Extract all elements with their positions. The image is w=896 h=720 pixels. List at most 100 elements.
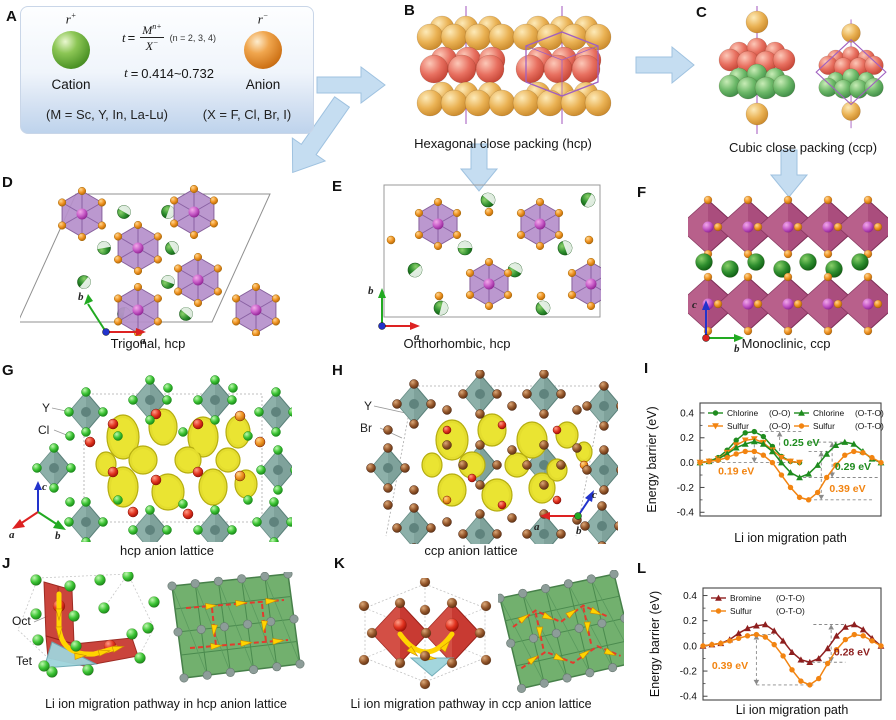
ccp-migration-lattice <box>498 570 624 693</box>
metal-series: (M = Sc, Y, In, La-Lu) <box>46 107 168 122</box>
tolerance-factor-box: r+ Cation t = Mn+ X− (n = 2, 3, 4) t = 0… <box>20 6 314 134</box>
panel-e-label: E <box>332 178 343 195</box>
svg-text:0.0: 0.0 <box>680 458 694 469</box>
panel-e-caption: Orthorhombic, hcp <box>403 336 511 351</box>
panel-k-label: K <box>334 555 345 572</box>
svg-text:Energy barrier (eV): Energy barrier (eV) <box>645 406 659 512</box>
svg-text:-0.4: -0.4 <box>680 692 698 703</box>
svg-text:Sulfur: Sulfur <box>813 421 835 431</box>
svg-text:(O-O): (O-O) <box>769 408 791 418</box>
arrow-b-to-e-icon <box>459 143 499 192</box>
ccp-cluster-1 <box>718 6 796 134</box>
axis-gizmo-f: c b <box>692 299 744 352</box>
tolerance-range: t = 0.414~0.732 <box>124 65 214 81</box>
panel-d-label: D <box>2 174 13 191</box>
anion-sphere <box>244 31 282 69</box>
axis-gizmo-e: b a <box>368 285 420 342</box>
panel-c-label: C <box>696 4 707 21</box>
axis-gizmo-d: a b <box>78 291 146 347</box>
panel-k-caption: Li ion migration pathway in ccp anion la… <box>350 697 592 711</box>
svg-text:0.4: 0.4 <box>683 591 697 602</box>
axis-a-label: a <box>9 529 15 540</box>
axis-a-label: a <box>414 331 420 342</box>
metal-atom-label: Y <box>364 399 372 413</box>
panel-h-caption: ccp anion lattice <box>424 543 518 558</box>
svg-text:(O-T-O): (O-T-O) <box>855 408 884 418</box>
svg-text:Bromine: Bromine <box>730 593 762 603</box>
svg-text:0.2: 0.2 <box>680 433 694 444</box>
axis-c-label: c <box>592 489 597 501</box>
axis-a-label: a <box>140 335 146 347</box>
cation-label: Cation <box>51 77 91 92</box>
orthorhombic-structure <box>383 184 601 318</box>
panel-g-caption: hcp anion lattice <box>120 543 214 558</box>
ccp-migration-polyhedra <box>358 578 492 690</box>
svg-text:0.29 eV: 0.29 eV <box>835 461 871 473</box>
hcp-cluster-2 <box>512 6 612 124</box>
tet-site-label: Tet <box>16 654 33 668</box>
panel-h-label: H <box>332 362 343 379</box>
axis-b-label: b <box>78 291 84 303</box>
svg-text:Chlorine: Chlorine <box>727 408 759 418</box>
axis-b-label: b <box>368 285 374 297</box>
svg-text:Sulfur: Sulfur <box>730 606 752 616</box>
panel-f-caption: Monoclinic, ccp <box>741 336 831 351</box>
formula-note: (n = 2, 3, 4) <box>169 32 216 43</box>
svg-text:Sulfur: Sulfur <box>727 421 749 431</box>
panel-j-caption: Li ion migration pathway in hcp anion la… <box>45 697 287 711</box>
svg-text:0.39 eV: 0.39 eV <box>829 483 865 495</box>
axis-c-label: c <box>42 481 47 493</box>
panel-a-label: A <box>6 8 17 25</box>
arrow-b-to-d-icon <box>291 96 351 174</box>
hcp-migration-polyhedra <box>17 572 160 678</box>
formula-t: t <box>122 29 126 45</box>
svg-text:-0.2: -0.2 <box>680 666 698 677</box>
svg-text:Li ion migration path: Li ion migration path <box>736 703 849 717</box>
svg-text:(O-T-O): (O-T-O) <box>855 421 884 431</box>
anion-label: Anion <box>245 77 281 92</box>
axis-a-label: a <box>534 521 540 533</box>
trigonal-structure <box>20 184 280 336</box>
panel-c-caption: Cubic close packing (ccp) <box>728 140 878 155</box>
svg-text:(O-T-O): (O-T-O) <box>776 606 805 616</box>
axis-b-label: b <box>55 530 61 540</box>
cation-sphere <box>52 31 90 69</box>
panel-b-label: B <box>404 2 415 19</box>
svg-text:0.0: 0.0 <box>683 641 697 652</box>
svg-text:0.4: 0.4 <box>680 408 694 419</box>
svg-text:0.19 eV: 0.19 eV <box>718 465 754 477</box>
panel-l-label: L <box>637 560 647 577</box>
svg-text:Chlorine: Chlorine <box>813 408 845 418</box>
svg-text:-0.2: -0.2 <box>677 483 695 494</box>
energy-barrier-chart-ccp: 0.4 0.2 0.0 -0.2 -0.4 0.39 eV 0.28 eV Bromine (O… <box>648 587 885 717</box>
formula-fraction: Mn+ X− <box>140 22 164 53</box>
formula-eq: = <box>127 30 136 45</box>
metal-atom-label: Y <box>42 401 50 415</box>
hcp-cluster-1 <box>416 6 516 124</box>
halide-atom-label: Cl <box>38 423 49 437</box>
energy-barrier-chart-hcp: 0.4 0.2 0.0 -0.2 -0.4 0.25 eV 0.19 eV 0.29 eV 0.… <box>645 402 885 545</box>
ccp-cluster-2 <box>815 19 887 129</box>
svg-text:0.28 eV: 0.28 eV <box>834 646 870 658</box>
monoclinic-structure <box>688 195 888 336</box>
arrow-b-to-c-icon <box>635 45 695 85</box>
axis-gizmo-h: a c b <box>534 489 597 537</box>
cation-radius-symbol: r+ <box>65 11 77 27</box>
anion-radius-symbol: r− <box>257 11 269 27</box>
svg-text:0.39 eV: 0.39 eV <box>712 660 748 672</box>
svg-text:0.2: 0.2 <box>683 616 697 627</box>
axis-b-label: b <box>576 525 582 537</box>
halide-series: (X = F, Cl, Br, I) <box>202 107 292 122</box>
oct-site-label: Oct <box>12 614 31 628</box>
tolerance-formula: t = Mn+ X− (n = 2, 3, 4) <box>107 22 231 53</box>
hcp-migration-lattice <box>167 572 305 683</box>
axis-b-label: b <box>734 343 740 352</box>
panel-g-label: G <box>2 362 14 379</box>
hcp-anion-lattice-structure: Y Cl <box>32 375 292 542</box>
svg-text:(O-T-O): (O-T-O) <box>776 593 805 603</box>
panel-j-label: J <box>2 555 11 572</box>
arrow-c-to-f-icon <box>769 149 809 198</box>
svg-text:(O-O): (O-O) <box>769 421 791 431</box>
svg-text:Energy barrier (eV): Energy barrier (eV) <box>648 591 662 697</box>
